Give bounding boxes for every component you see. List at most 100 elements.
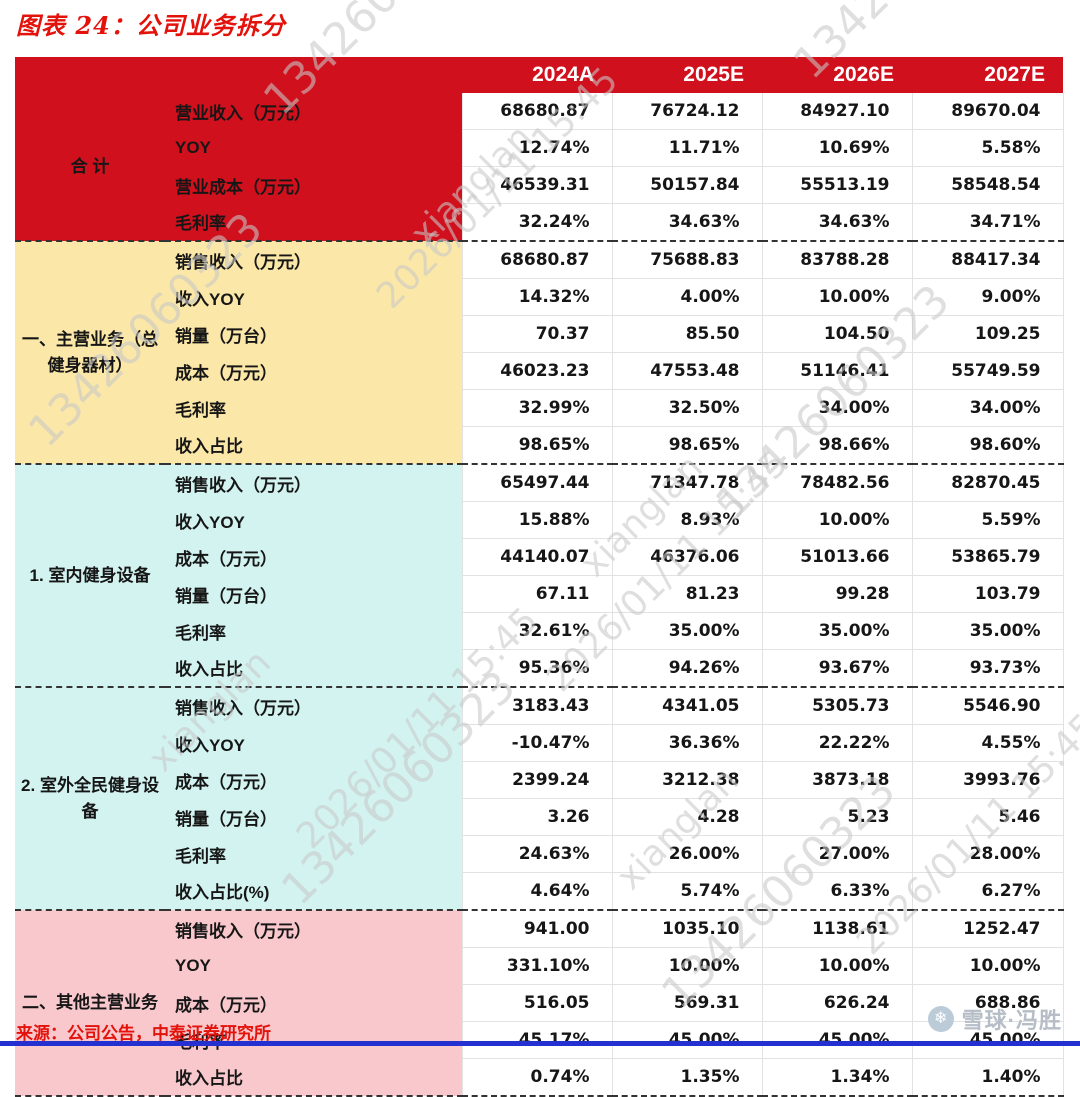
data-cell: 51146.41 [761,352,912,390]
data-cell: 32.99% [461,389,612,427]
data-cell: 5.23 [761,798,912,836]
data-cell: 65497.44 [461,464,612,502]
row-label: 销量（万台） [165,575,463,613]
data-cell: 45.00% [761,1021,912,1059]
figure-title: 图表 24：公司业务拆分 [16,11,286,40]
row-label: 成本（万元） [165,538,463,576]
data-cell: 5305.73 [761,687,912,725]
row-label: 销售收入（万元） [165,241,463,279]
table-row: 销量（万台） 67.11 81.23 99.28 103.79 [15,575,1064,613]
row-label: 毛利率 [165,203,463,241]
data-cell: 88417.34 [911,241,1064,279]
section-total: 合 计营业收入（万元） 68680.87 76724.12 84927.10 89670… [15,93,1064,242]
row-label: 成本（万元） [165,761,463,799]
bottom-divider [0,1041,1080,1046]
table-row: 销量（万台） 70.37 85.50 104.50 109.25 [15,315,1064,353]
row-label: 营业收入（万元） [165,93,463,130]
data-cell: 84927.10 [761,93,912,130]
data-cell: 68680.87 [461,93,612,130]
table-row: 销量（万台） 3.26 4.28 5.23 5.46 [15,798,1064,836]
data-cell: 1.34% [761,1058,912,1097]
data-cell: 89670.04 [911,93,1064,130]
section-other-business: 二、其他主营业务 销售收入（万元） 941.00 1035.10 1138.61 1252… [15,910,1064,1097]
data-cell: 4.00% [611,278,762,316]
data-cell: 28.00% [911,835,1064,873]
data-cell: 2399.24 [461,761,612,799]
data-cell: 93.67% [761,649,912,688]
data-cell: 27.00% [761,835,912,873]
table-row: 成本（万元） 2399.24 3212.38 3873.18 3993.76 [15,761,1064,799]
row-label: 毛利率 [165,835,463,873]
snowball-logo-icon: ❄ [927,1006,954,1032]
data-cell: 10.00% [761,947,912,985]
section-main-business: 一、主营业务（总健身器材） 销售收入（万元） 68680.87 75688.83 837… [15,241,1064,465]
data-cell: 10.00% [761,501,912,539]
data-cell: 941.00 [461,910,612,948]
data-cell: 36.36% [611,724,762,762]
data-cell: 71347.78 [611,464,762,502]
data-cell: 22.22% [761,724,912,762]
brand-text: 雪球·冯胜 [961,1008,1062,1033]
data-cell: 46376.06 [611,538,762,576]
data-cell: 45.00% [611,1021,762,1059]
table-row: 合 计营业收入（万元） 68680.87 76724.12 84927.10 89670… [15,93,1064,241]
data-cell: 109.25 [911,315,1064,353]
section-name-indoor-equipment: 1. 室内健身设备 [15,464,165,687]
data-cell: 44140.07 [461,538,612,576]
data-cell: 45.17% [461,1021,612,1059]
data-cell: 4.64% [461,872,612,911]
section-name-main-business: 一、主营业务（总健身器材） [15,241,165,464]
data-cell: 26.00% [611,835,762,873]
table-row: 收入占比 0.74% 1.35% 1.34% 1.40% [15,1058,1064,1097]
row-label: 销售收入（万元） [165,464,463,502]
data-cell: 34.63% [611,203,762,242]
data-cell: 34.71% [911,203,1064,242]
table-row: 收入占比 95.36% 94.26% 93.67% 93.73% [15,649,1064,688]
data-cell: 98.65% [461,426,612,465]
row-label: 收入占比 [165,426,463,464]
table-row: 1. 室内健身设备 销售收入（万元） 65497.44 71347.78 78482.5… [15,464,1064,687]
data-cell: 32.61% [461,612,612,650]
data-cell: 1252.47 [911,910,1064,948]
data-cell: 34.00% [911,389,1064,427]
data-cell: 3183.43 [461,687,612,725]
data-cell: 5.46 [911,798,1064,836]
data-cell: 51013.66 [761,538,912,576]
column-header-2024a: 2024A [462,57,612,93]
data-cell: 85.50 [611,315,762,353]
data-cell: 10.00% [911,947,1064,985]
source-note: 来源：公司公告，中泰证券研究所 [16,1024,271,1044]
data-cell: 46539.31 [461,166,612,204]
row-label: 成本（万元） [165,352,463,390]
data-cell: 70.37 [461,315,612,353]
row-label: 收入YOY [165,501,463,539]
data-cell: 4.28 [611,798,762,836]
data-cell: 55513.19 [761,166,912,204]
data-cell: 47553.48 [611,352,762,390]
data-cell: 35.00% [911,612,1064,650]
row-label: 收入占比 [165,649,463,687]
row-label: 营业成本（万元） [165,166,463,204]
data-cell: 75688.83 [611,241,762,279]
column-header-2027e: 2027E [912,57,1063,93]
data-cell: 76724.12 [611,93,762,130]
data-cell: 5.59% [911,501,1064,539]
data-cell: 24.63% [461,835,612,873]
data-cell: 15.88% [461,501,612,539]
table-row: 成本（万元） 516.05 569.31 626.24 688.86 [15,984,1064,1022]
data-cell: 95.36% [461,649,612,688]
header-corner [15,57,462,93]
row-label: 毛利率 [165,612,463,650]
section-name-total: 合 计 [15,93,165,241]
data-cell: 58548.54 [911,166,1064,204]
data-cell: 4.55% [911,724,1064,762]
data-cell: 46023.23 [461,352,612,390]
data-cell: 67.11 [461,575,612,613]
data-cell: 688.86 [911,984,1064,1022]
row-label: 销售收入（万元） [165,687,463,725]
section-name-other-business: 二、其他主营业务 [15,910,165,1096]
data-cell: 34.00% [761,389,912,427]
data-cell: 94.26% [611,649,762,688]
table-row: 收入占比 98.65% 98.65% 98.66% 98.60% [15,426,1064,465]
data-cell: 14.32% [461,278,612,316]
